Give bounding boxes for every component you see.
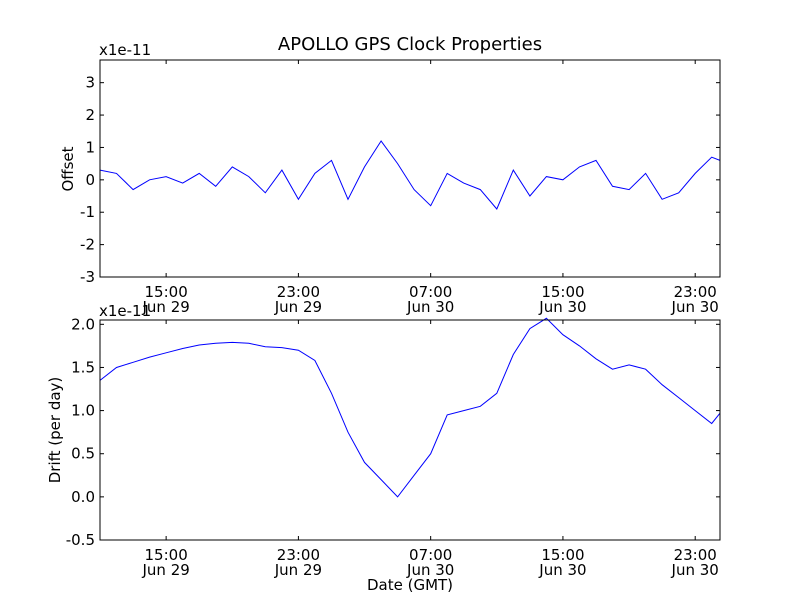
offset-x-tick-date-label: Jun 29	[274, 298, 322, 316]
drift-y-tick-label: 0.5	[71, 445, 95, 463]
drift-series-line	[99, 317, 721, 498]
offset-x-tick-date-label: Jun 30	[671, 298, 719, 316]
chart-title: APOLLO GPS Clock Properties	[278, 34, 542, 55]
offset-y-axis-label: Offset	[59, 146, 77, 191]
drift-y-tick-label: 1.0	[71, 402, 95, 420]
offset-x-tick-date-label: Jun 30	[406, 298, 454, 316]
drift-x-tick-time-label: 23:00	[674, 546, 717, 564]
drift-x-tick-date-label: Jun 29	[274, 561, 322, 579]
drift-plot-frame	[99, 319, 721, 541]
drift-x-tick-date-label: Jun 30	[406, 561, 454, 579]
drift-x-tick-time-label: 15:00	[541, 546, 584, 564]
offset-x-tick-time-label: 15:00	[145, 283, 188, 301]
offset-y-tick-label: 0	[85, 171, 95, 189]
drift-y-tick-label: 1.5	[71, 358, 95, 376]
offset-x-tick-time-label: 23:00	[277, 283, 320, 301]
drift-x-tick-date-label: Jun 30	[538, 561, 586, 579]
offset-plot-frame	[99, 59, 721, 278]
offset-series-line	[99, 140, 721, 210]
offset-x-tick-date-label: Jun 30	[538, 298, 586, 316]
offset-y-tick-label: -3	[80, 268, 95, 286]
offset-y-tick-label: 3	[85, 74, 95, 92]
offset-scale-label: x1e-11	[99, 41, 151, 59]
drift-x-tick-time-label: 15:00	[145, 546, 188, 564]
drift-y-tick-label: 2.0	[71, 315, 95, 333]
offset-y-ticks: -3 -2 -1 0 1 2 3	[80, 74, 720, 286]
offset-y-tick-label: 1	[85, 138, 95, 156]
offset-y-tick-label: 2	[85, 106, 95, 124]
offset-x-tick-time-label: 15:00	[541, 283, 584, 301]
drift-x-tick-time-label: 23:00	[277, 546, 320, 564]
drift-x-axis-label: Date (GMT)	[367, 576, 453, 594]
offset-x-tick-time-label: 23:00	[674, 283, 717, 301]
offset-y-tick-label: -2	[80, 236, 95, 254]
drift-y-ticks: -0.5 0.0 0.5 1.0 1.5 2.0	[66, 315, 720, 549]
drift-x-tick-date-label: Jun 29	[141, 561, 189, 579]
drift-x-tick-time-label: 07:00	[409, 546, 452, 564]
offset-x-tick-time-label: 07:00	[409, 283, 452, 301]
offset-panel: APOLLO GPS Clock Properties x1e-11 Offse…	[59, 34, 721, 316]
drift-y-axis-label: Drift (per day)	[46, 377, 64, 484]
drift-y-tick-label: -0.5	[66, 531, 95, 549]
drift-x-tick-date-label: Jun 30	[671, 561, 719, 579]
drift-scale-label: x1e-11	[99, 302, 151, 320]
offset-x-tick-date-label: Jun 29	[141, 298, 189, 316]
offset-y-tick-label: -1	[80, 203, 95, 221]
drift-y-tick-label: 0.0	[71, 488, 95, 506]
drift-panel: x1e-11 Drift (per day) Date (GMT) -0.5 0.…	[46, 302, 721, 594]
